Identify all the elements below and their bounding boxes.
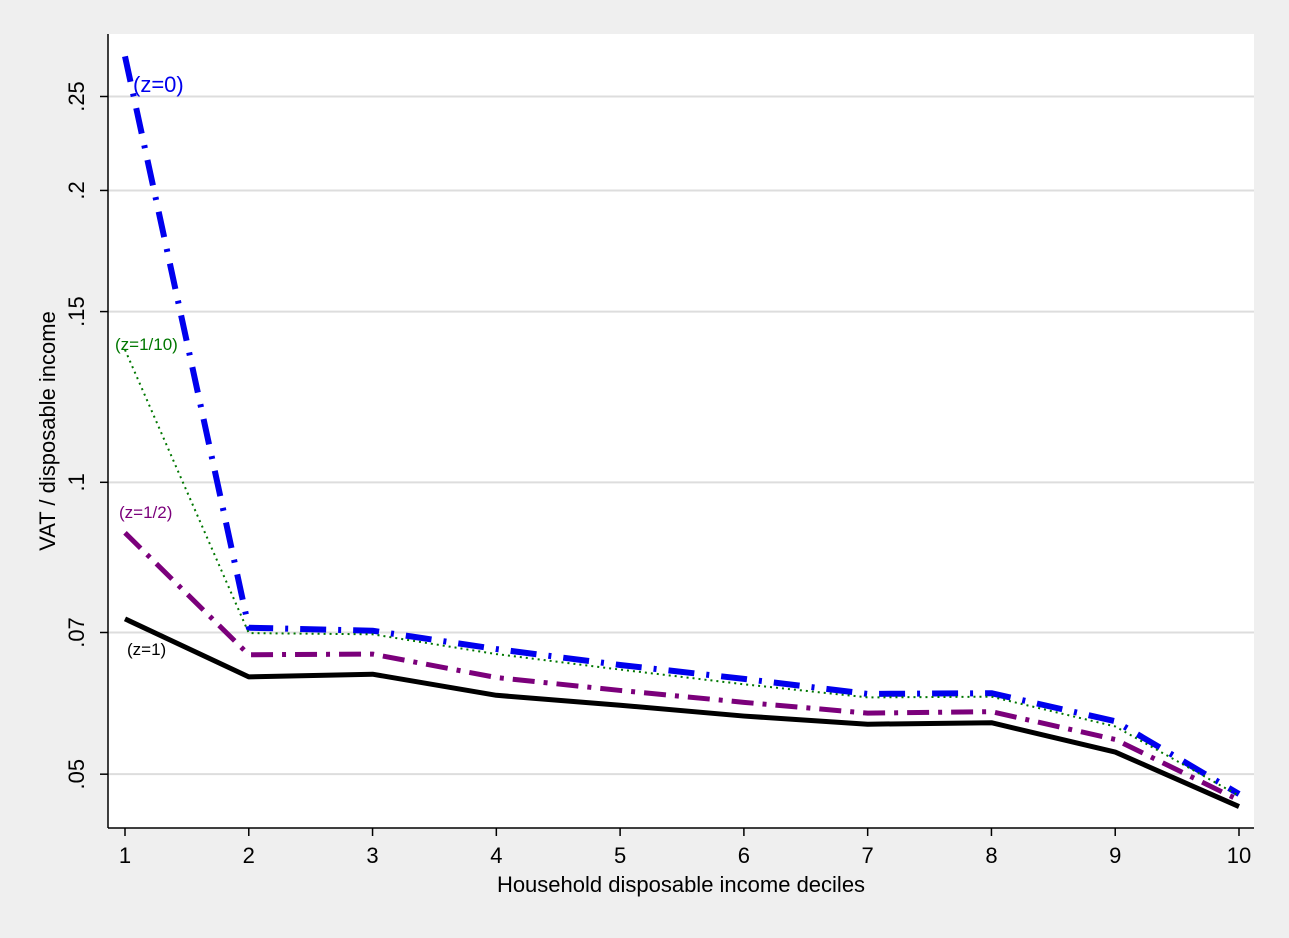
y-tick-label: .2 [64, 181, 89, 199]
series-label: (z=1/2) [119, 503, 172, 522]
x-tick-label: 3 [366, 843, 378, 868]
y-tick-label: .07 [64, 617, 89, 648]
x-tick-label: 10 [1227, 843, 1251, 868]
series-line [122, 55, 1241, 797]
x-tick-label: 6 [738, 843, 750, 868]
series-line [123, 616, 1241, 809]
x-tick-label: 4 [490, 843, 502, 868]
gridlines [108, 95, 1254, 776]
axes: .05 .07 .1 .15 .2 .25 1 2 3 4 5 6 7 8 9 10 [64, 34, 1254, 868]
series-lines [122, 55, 1241, 809]
x-tick-label: 1 [119, 843, 131, 868]
y-tick-label: .05 [64, 759, 89, 790]
y-tick-label: .15 [64, 296, 89, 327]
y-tick-label: .1 [64, 473, 89, 491]
series-line [123, 531, 1241, 803]
x-axis-title: Household disposable income deciles [497, 872, 865, 897]
y-tick-label: .25 [64, 81, 89, 112]
series-label: (z=1) [127, 640, 166, 659]
x-tick-label: 5 [614, 843, 626, 868]
series-label: (z=1/10) [115, 335, 178, 354]
y-axis-title: VAT / disposable income [35, 311, 60, 551]
x-tick-label: 8 [985, 843, 997, 868]
x-tick-label: 2 [243, 843, 255, 868]
series-label: (z=0) [133, 72, 184, 97]
x-tick-label: 7 [862, 843, 874, 868]
series-line [124, 349, 1240, 797]
x-tick-label: 9 [1109, 843, 1121, 868]
plot-area [108, 34, 1254, 828]
series-labels: (z=0) (z=1/10) (z=1/2) (z=1) [115, 72, 184, 659]
